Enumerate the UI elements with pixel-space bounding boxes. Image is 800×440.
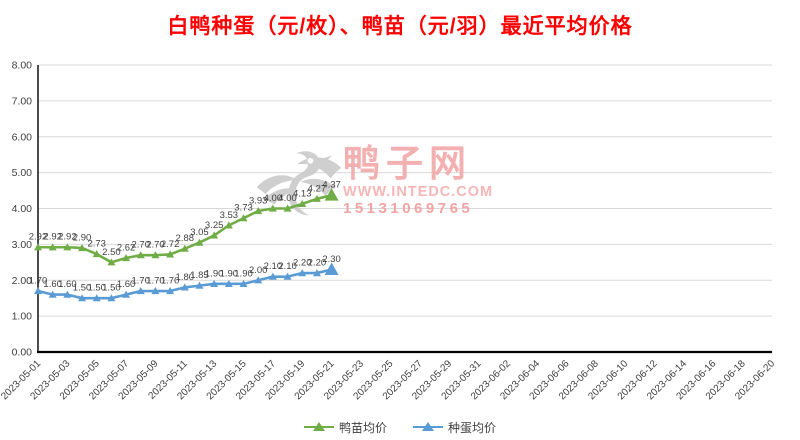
data-point-label: 2.20	[293, 258, 312, 269]
data-point-label: 1.70	[161, 276, 180, 287]
x-axis-tick-label: 2023-05-29	[410, 358, 454, 402]
x-axis-tick-label: 2023-06-06	[528, 358, 572, 402]
data-point-label: 2.73	[87, 239, 106, 250]
data-point-label: 1.70	[29, 276, 48, 287]
x-axis-tick-label: 2023-05-05	[58, 358, 102, 402]
x-axis-tick-label: 2023-05-27	[381, 358, 425, 402]
data-point-label: 3.25	[205, 220, 224, 231]
data-point-label: 1.70	[132, 276, 151, 287]
x-axis-tick-label: 2023-05-09	[117, 358, 161, 402]
data-point-label: 1.60	[117, 279, 136, 290]
data-point-label: 3.53	[220, 210, 239, 221]
data-point-label: 3.73	[234, 203, 253, 214]
legend-line-marker-green	[303, 422, 334, 432]
y-axis-tick-label: 0.00	[12, 347, 33, 359]
x-axis-tick-label: 2023-06-04	[498, 358, 542, 402]
y-axis-tick-label: 6.00	[12, 131, 33, 143]
x-axis-tick-label: 2023-06-20	[733, 358, 777, 402]
y-axis-tick-label: 2.00	[12, 275, 33, 287]
x-axis-tick-label: 2023-05-31	[440, 358, 484, 402]
legend-label: 种蛋均价	[448, 420, 497, 435]
data-point-label: 1.90	[234, 268, 253, 279]
x-axis-tick-label: 2023-06-18	[704, 358, 748, 402]
chart-title: 白鸭种蛋（元/枚）、鸭苗（元/羽）最近平均价格	[167, 15, 633, 38]
data-point-label: 2.20	[308, 258, 327, 269]
data-point-label: 1.70	[146, 276, 165, 287]
x-axis-tick-label: 2023-05-07	[87, 358, 131, 402]
watermark-phone: 15131069765	[343, 199, 474, 217]
data-point-label: 2.92	[29, 232, 48, 243]
x-axis-tick-label: 2023-06-16	[674, 358, 718, 402]
data-point-label: 2.00	[249, 265, 268, 276]
x-axis-tick-label: 2023-05-23	[322, 358, 366, 402]
x-axis-tick-label: 2023-05-17	[234, 358, 278, 402]
y-axis-tick-label: 8.00	[12, 60, 33, 72]
chart-legend: 鸭苗均价 种蛋均价	[0, 416, 800, 438]
data-point-label: 2.70	[146, 240, 165, 251]
y-axis-tick-label: 1.00	[12, 311, 33, 323]
x-axis-tick-label: 2023-05-13	[175, 358, 219, 402]
data-point-label: 2.70	[132, 240, 151, 251]
data-point-label: 1.90	[220, 268, 239, 279]
legend-item-egg-price: 种蛋均价	[413, 419, 496, 436]
x-axis-tick-label: 2023-06-12	[616, 358, 660, 402]
y-axis-tick-label: 5.00	[12, 167, 33, 179]
watermark-site-name: 鸭子网	[343, 143, 472, 185]
x-axis-tick-label: 2023-05-21	[293, 358, 337, 402]
legend-item-duckling-price: 鸭苗均价	[303, 419, 387, 436]
x-axis-tick-label: 2023-06-08	[557, 358, 601, 402]
data-point-label: 1.60	[43, 279, 62, 290]
data-point-label: 2.10	[278, 261, 297, 272]
y-axis-tick-label: 7.00	[12, 95, 33, 107]
data-point-label: 2.90	[73, 232, 92, 243]
data-point-label: 2.50	[102, 247, 121, 258]
data-point-label: 1.50	[73, 283, 92, 294]
x-axis-tick-label: 2023-06-02	[469, 358, 513, 402]
x-axis-tick-label: 2023-05-19	[263, 358, 307, 402]
data-point-label: 2.10	[264, 261, 283, 272]
x-axis-tick-label: 2023-05-15	[205, 358, 249, 402]
watermark-text: 鸭子网 WWW.INTEDC.COM 15131069765	[343, 145, 493, 216]
data-point-label: 1.60	[58, 279, 77, 290]
data-point-label: 1.50	[87, 283, 106, 294]
x-axis-tick-label: 2023-05-11	[146, 358, 190, 402]
data-point-label: 2.92	[43, 232, 62, 243]
x-axis-tick-label: 2023-05-01	[0, 358, 43, 402]
x-axis-tick-label: 2023-06-10	[586, 358, 630, 402]
legend-line-marker-blue	[413, 422, 443, 432]
duck-wings-logo-icon	[256, 150, 342, 215]
x-axis-tick-label: 2023-06-14	[645, 358, 689, 402]
y-axis-tick-label: 4.00	[12, 203, 33, 215]
y-axis-tick-label: 3.00	[12, 239, 33, 251]
data-point-label: 1.90	[205, 268, 224, 279]
x-axis-tick-label: 2023-05-25	[351, 358, 395, 402]
data-point-label: 2.72	[161, 239, 180, 250]
data-point-label: 2.92	[58, 232, 77, 243]
watermark: 鸭子网 WWW.INTEDC.COM 15131069765	[255, 138, 492, 223]
data-point-label: 1.80	[176, 272, 195, 283]
data-point-label: 3.05	[190, 227, 209, 238]
legend-label: 鸭苗均价	[338, 420, 387, 435]
data-point-label: 2.62	[117, 243, 136, 254]
watermark-url: WWW.INTEDC.COM	[343, 183, 494, 200]
x-axis-tick-label: 2023-05-03	[29, 358, 73, 402]
data-point-label: 2.88	[176, 233, 195, 244]
data-point-label: 1.85	[190, 270, 209, 281]
data-point-label: 1.50	[102, 283, 121, 294]
data-point-label: 2.30	[322, 254, 341, 265]
